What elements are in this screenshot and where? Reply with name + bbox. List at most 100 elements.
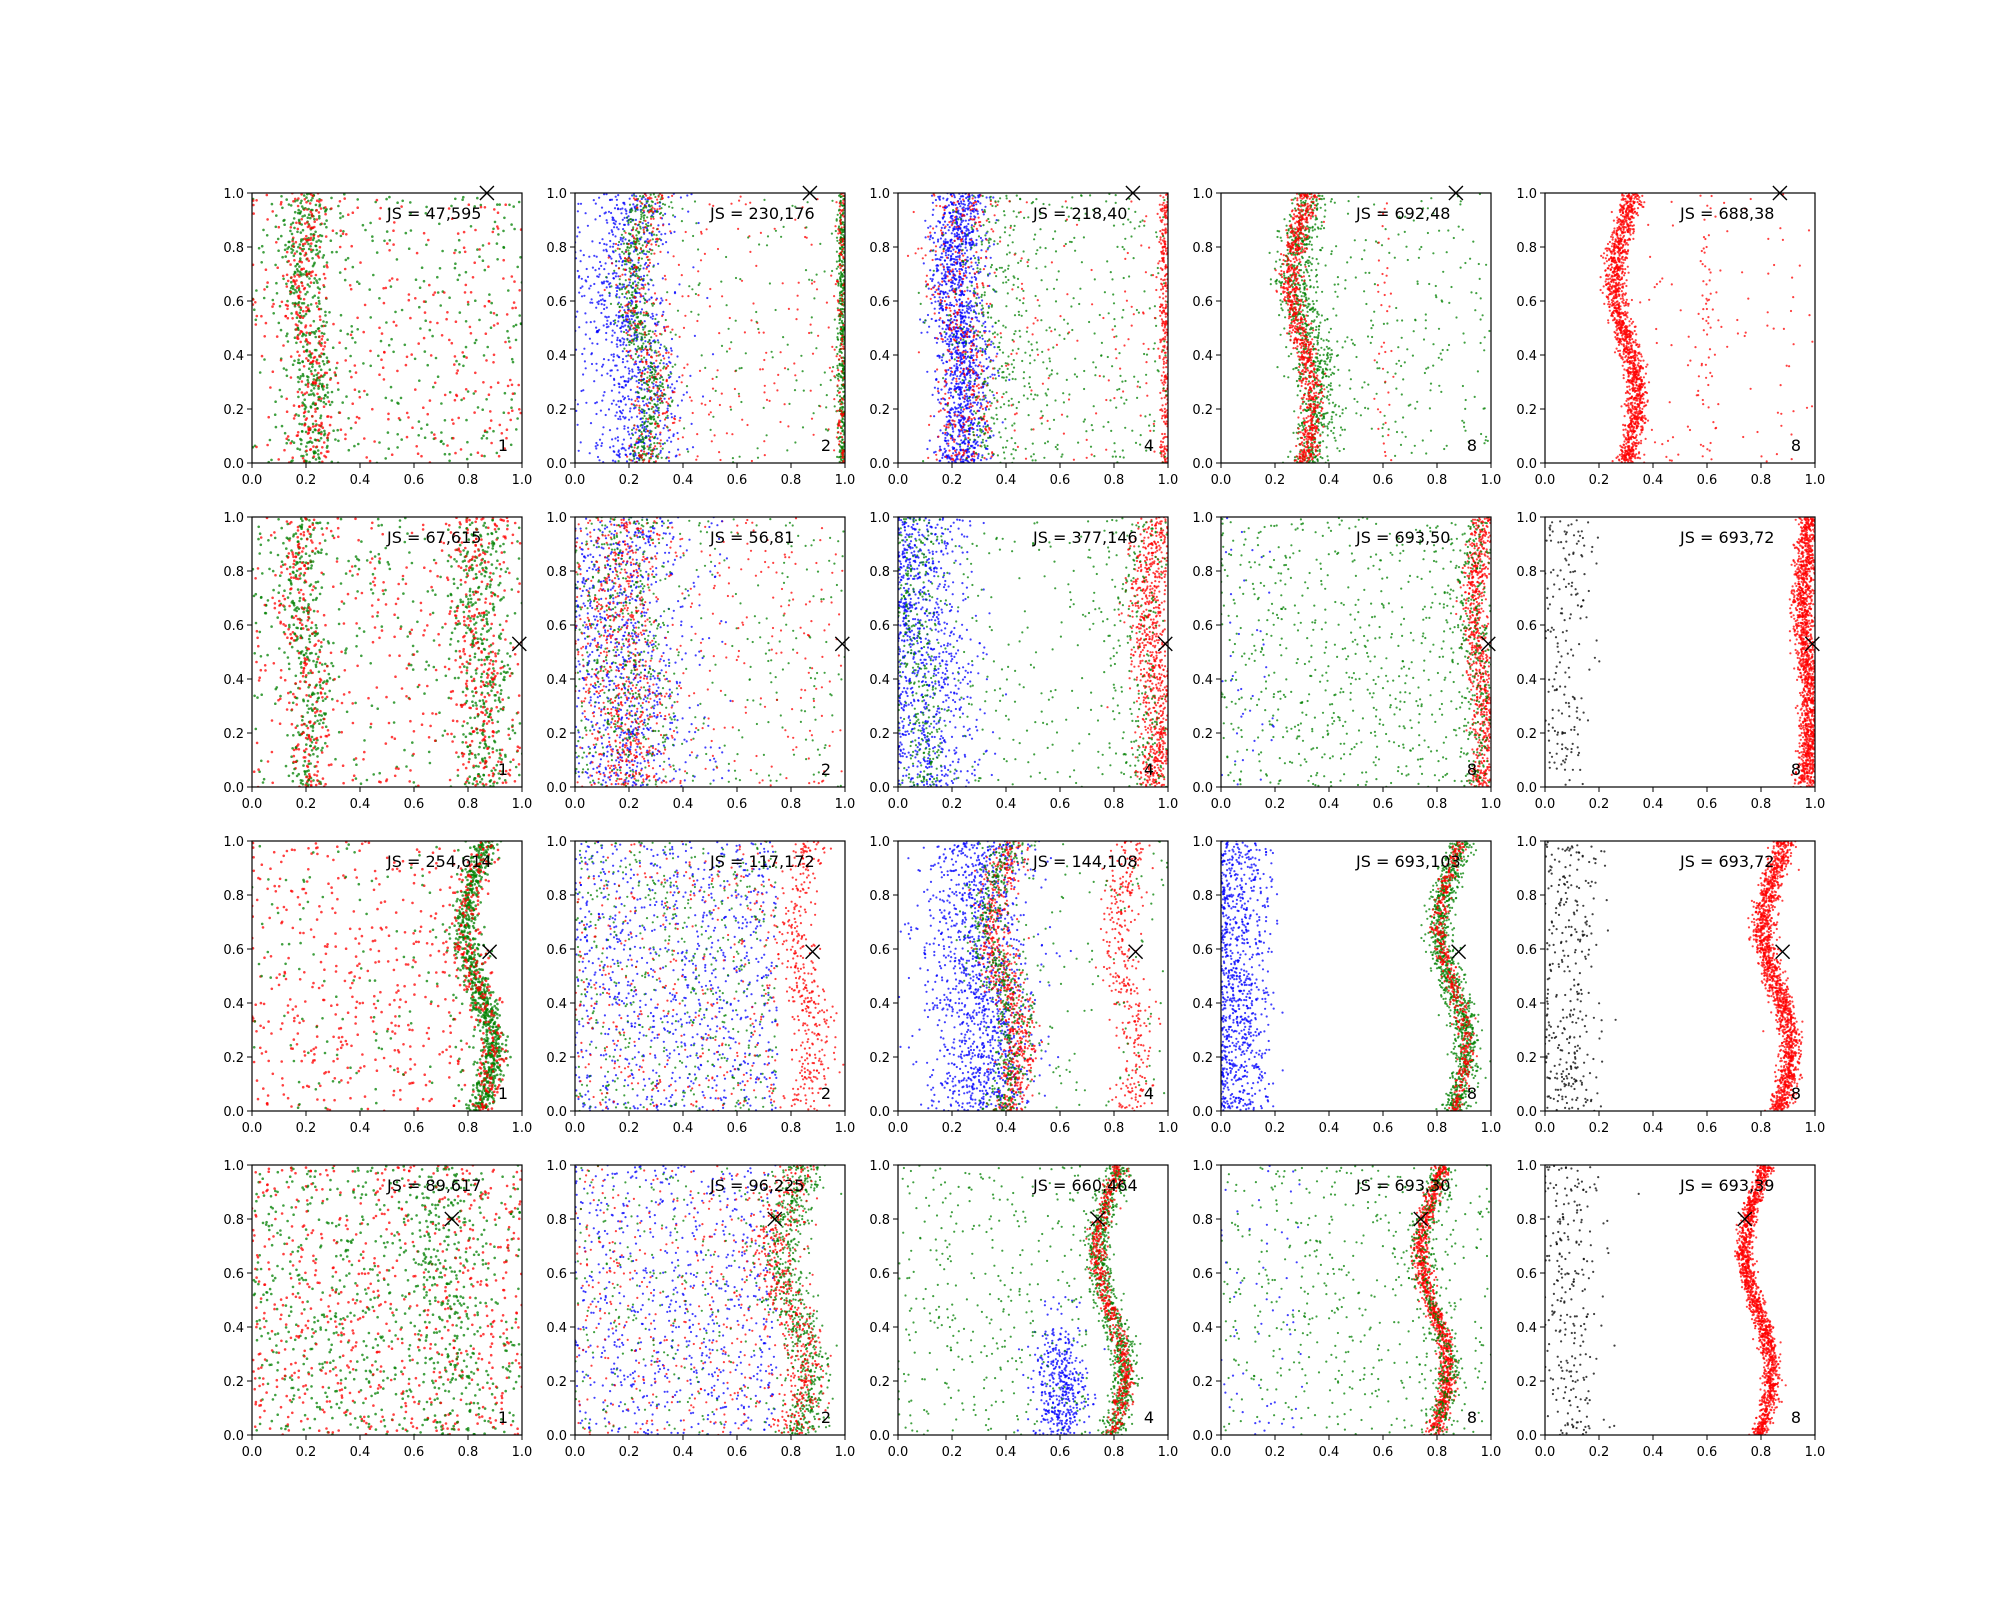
scatter-point	[704, 366, 707, 369]
scatter-point	[970, 257, 973, 260]
scatter-point	[617, 450, 620, 453]
scatter-point	[654, 433, 658, 436]
scatter-point	[590, 298, 593, 301]
scatter-point	[378, 373, 381, 377]
scatter-point	[697, 270, 700, 273]
scatter-point	[966, 289, 969, 292]
scatter-point	[448, 459, 451, 463]
scatter-point	[848, 328, 850, 330]
scatter-point	[266, 443, 269, 447]
scatter-point	[837, 209, 841, 212]
scatter-point	[650, 243, 653, 246]
scatter-point	[635, 331, 638, 334]
scatter-point	[514, 306, 517, 310]
scatter-point	[609, 446, 612, 449]
scatter-point	[464, 283, 468, 287]
scatter-point	[944, 291, 947, 294]
scatter-point	[426, 363, 430, 367]
scatter-point	[953, 245, 957, 248]
scatter-point	[948, 226, 951, 229]
scatter-point	[298, 422, 301, 426]
scatter-point	[610, 402, 614, 405]
scatter-point	[949, 394, 953, 397]
scatter-point	[357, 442, 360, 446]
scatter-point	[588, 287, 591, 290]
scatter-point	[835, 236, 839, 239]
scatter-point	[589, 284, 592, 287]
axes-frame	[251, 192, 523, 464]
scatter-point	[972, 254, 975, 257]
scatter-point	[478, 318, 481, 322]
scatter-point	[839, 310, 842, 313]
scatter-point	[271, 298, 275, 302]
scatter-point	[840, 419, 843, 422]
scatter-point	[846, 286, 848, 288]
scatter-point	[622, 259, 625, 262]
scatter-point	[358, 282, 361, 286]
scatter-point	[840, 403, 843, 406]
scatter-point	[303, 423, 307, 426]
scatter-point	[328, 368, 332, 372]
scatter-point	[384, 396, 388, 400]
scatter-point	[965, 229, 968, 232]
x-tick-label: 0.2	[619, 473, 640, 488]
scatter-point	[325, 356, 329, 360]
scatter-point	[787, 425, 790, 428]
scatter-point	[621, 250, 624, 253]
scatter-point	[964, 237, 968, 240]
scatter-point	[600, 303, 603, 306]
scatter-point	[378, 217, 382, 220]
scatter-point	[940, 226, 943, 229]
scatter-point	[838, 350, 841, 353]
scatter-point	[318, 250, 322, 253]
scatter-point	[512, 325, 515, 328]
scatter-point	[348, 284, 352, 287]
scatter-point	[322, 265, 326, 268]
scatter-point	[621, 350, 624, 353]
scatter-point	[958, 298, 961, 301]
scatter-point	[667, 397, 671, 400]
scatter-point	[300, 260, 304, 264]
scatter-point	[614, 437, 617, 440]
scatter-point	[422, 279, 426, 283]
scatter-point	[617, 355, 620, 358]
scatter-point	[312, 378, 316, 381]
scatter-point	[297, 405, 301, 408]
scatter-point	[645, 417, 648, 420]
scatter-point	[654, 384, 657, 387]
scatter-point	[746, 423, 749, 427]
scatter-point	[379, 339, 383, 343]
scatter-point	[363, 437, 366, 440]
scatter-point	[252, 212, 255, 215]
scatter-point	[836, 279, 839, 283]
scatter-point	[984, 340, 987, 343]
scatter-point	[294, 301, 297, 305]
scatter-point	[788, 402, 791, 405]
scatter-point	[308, 350, 312, 353]
scatter-point	[317, 397, 321, 401]
scatter-point	[392, 229, 395, 232]
scatter-point	[690, 422, 693, 425]
scatter-point	[974, 278, 978, 281]
scatter-point	[650, 217, 653, 220]
scatter-point	[638, 438, 641, 441]
scatter-point	[319, 318, 322, 322]
scatter-point	[274, 400, 277, 404]
scatter-point	[763, 440, 766, 443]
scatter-point	[289, 376, 293, 379]
scatter-point	[648, 386, 651, 389]
scatter-point	[295, 290, 298, 294]
scatter-point	[389, 385, 393, 389]
scatter-point	[329, 378, 332, 381]
scatter-point	[838, 408, 842, 412]
scatter-point	[285, 282, 288, 286]
scatter-point	[738, 199, 741, 202]
scatter-point	[609, 245, 612, 248]
scatter-point	[625, 209, 628, 213]
scatter-point	[834, 283, 837, 286]
scatter-point	[838, 229, 841, 232]
scatter-point	[519, 255, 522, 259]
scatter-point	[301, 404, 304, 407]
scatter-point	[302, 267, 306, 271]
scatter-point	[492, 353, 496, 357]
